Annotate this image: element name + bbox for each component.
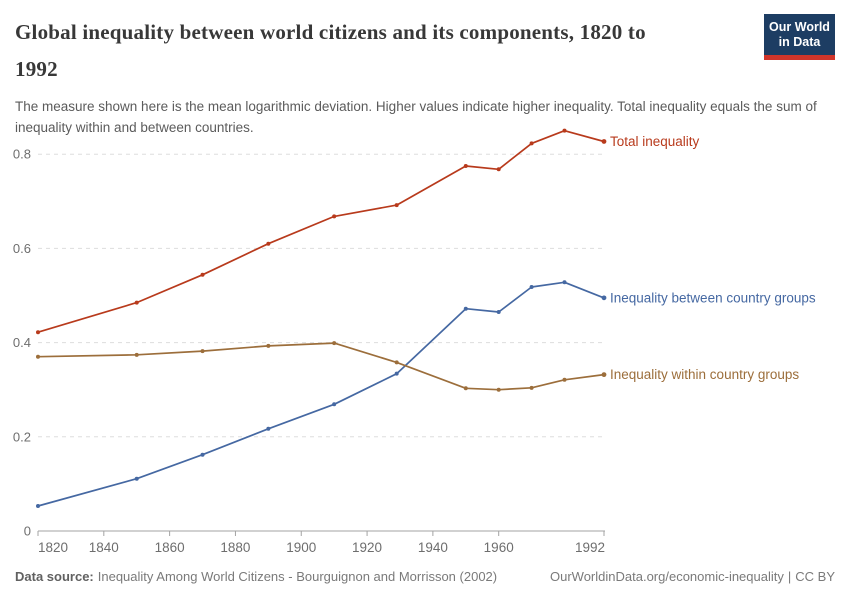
data-point[interactable] (266, 343, 271, 348)
data-point[interactable] (601, 295, 607, 301)
series-line[interactable] (37, 342, 605, 391)
data-point[interactable] (496, 309, 501, 314)
x-axis-tick-label: 1940 (418, 540, 448, 555)
x-axis-tick-label: 1992 (575, 540, 605, 555)
y-axis-tick-label: 0 (24, 524, 31, 539)
data-point[interactable] (529, 141, 534, 146)
data-point[interactable] (134, 476, 139, 481)
chart-footer: Data source: Inequality Among World Citiz… (15, 569, 835, 584)
series-total-inequality[interactable]: Total inequality (36, 128, 700, 335)
data-source: Data source: Inequality Among World Citiz… (15, 569, 497, 584)
data-point[interactable] (562, 128, 567, 133)
data-point[interactable] (562, 280, 567, 285)
chart-header: Global inequality between world citizens… (15, 14, 835, 88)
owid-url-link[interactable]: OurWorldinData.org/economic-inequality (550, 569, 784, 584)
x-axis-tick-label: 1960 (484, 540, 514, 555)
x-axis-tick-label: 1920 (352, 540, 382, 555)
series-line[interactable] (37, 281, 605, 507)
x-axis-tick-label: 1860 (155, 540, 185, 555)
data-point[interactable] (200, 349, 205, 354)
series-line[interactable] (37, 129, 605, 334)
data-point[interactable] (134, 300, 139, 305)
chart-title: Global inequality between world citizens… (15, 20, 646, 81)
data-point[interactable] (463, 306, 468, 311)
owid-logo-text: in Data (778, 35, 821, 49)
data-point[interactable] (562, 377, 567, 382)
data-point[interactable] (496, 167, 501, 172)
owid-logo-text: Our World (769, 20, 830, 34)
data-point[interactable] (200, 452, 205, 457)
data-point[interactable] (332, 341, 337, 346)
data-point[interactable] (394, 360, 399, 365)
footer-links: OurWorldinData.org/economic-inequality | C… (550, 569, 835, 584)
license-link[interactable]: CC BY (795, 569, 835, 584)
y-axis-tick-label: 0.4 (13, 335, 31, 350)
data-source-label: Data source: (15, 569, 94, 584)
series-inequality-between-country-groups[interactable]: Inequality between country groups (36, 280, 816, 509)
data-point[interactable] (496, 387, 501, 392)
data-point[interactable] (601, 139, 607, 144)
data-point[interactable] (601, 372, 607, 378)
chart-subtitle: The measure shown here is the mean logar… (15, 99, 817, 135)
data-point[interactable] (529, 285, 534, 290)
series-label[interactable]: Inequality between country groups (610, 290, 816, 305)
data-point[interactable] (463, 163, 468, 168)
x-axis-tick-label: 1900 (286, 540, 316, 555)
x-axis-tick-label: 1880 (220, 540, 250, 555)
footer-divider: | (787, 569, 792, 584)
data-point[interactable] (394, 371, 399, 376)
data-point[interactable] (36, 330, 40, 335)
x-axis-tick-label: 1820 (38, 540, 68, 555)
y-axis-tick-label: 0.6 (13, 241, 31, 256)
data-point[interactable] (266, 241, 271, 246)
data-point[interactable] (266, 426, 271, 431)
data-source-text: Inequality Among World Citizens - Bourgu… (97, 569, 498, 584)
data-point[interactable] (463, 386, 468, 391)
data-point[interactable] (36, 504, 40, 509)
data-point[interactable] (36, 354, 40, 359)
data-point[interactable] (332, 214, 337, 219)
series-label[interactable]: Total inequality (610, 134, 700, 149)
y-axis-tick-label: 0.8 (13, 147, 31, 162)
y-axis-tick-label: 0.2 (13, 429, 31, 444)
data-point[interactable] (134, 352, 139, 357)
owid-logo[interactable]: Our World in Data (764, 14, 835, 60)
x-axis-tick-label: 1840 (89, 540, 119, 555)
data-point[interactable] (394, 203, 399, 208)
data-point[interactable] (529, 385, 534, 390)
series-inequality-within-country-groups[interactable]: Inequality within country groups (36, 341, 799, 392)
data-point[interactable] (200, 272, 205, 277)
series-label[interactable]: Inequality within country groups (610, 367, 799, 382)
data-point[interactable] (332, 402, 337, 407)
